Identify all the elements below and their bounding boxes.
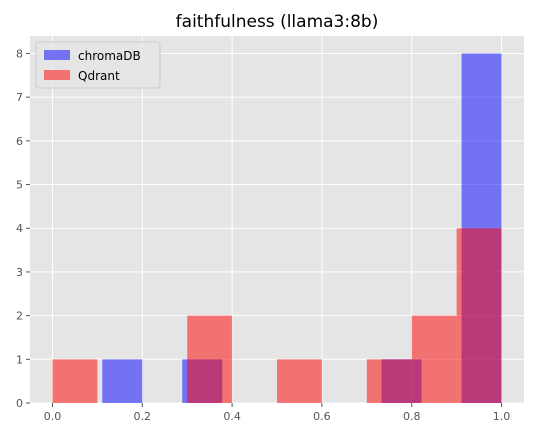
x-tick-label: 0.0 [44, 410, 62, 423]
y-tick-label: 3 [16, 266, 23, 279]
y-tick-label: 7 [16, 91, 23, 104]
bar-qdrant-2 [277, 359, 322, 403]
legend-swatch-chromadb [44, 50, 70, 60]
y-tick-label: 0 [16, 397, 23, 410]
bar-qdrant-5 [456, 228, 502, 403]
y-tick-label: 2 [16, 310, 23, 323]
bar-qdrant-3 [366, 359, 412, 403]
bar-chromadb-0 [102, 359, 143, 403]
y-tick-label: 8 [16, 47, 23, 60]
y-tick-label: 4 [16, 222, 23, 235]
legend: chromaDB Qdrant [35, 41, 161, 89]
y-tick-label: 5 [16, 179, 23, 192]
legend-label-chromadb: chromaDB [78, 49, 141, 63]
y-tick-label: 1 [16, 353, 23, 366]
bar-qdrant-0 [52, 359, 98, 403]
x-tick-label: 0.2 [134, 410, 152, 423]
bar-qdrant-4 [411, 315, 457, 403]
x-tick-label: 1.0 [493, 410, 511, 423]
x-tick-label: 0.6 [313, 410, 331, 423]
y-tick-label: 6 [16, 135, 23, 148]
legend-label-qdrant: Qdrant [78, 69, 120, 83]
x-tick-label: 0.4 [223, 410, 241, 423]
x-tick-label: 0.8 [403, 410, 421, 423]
bar-qdrant-1 [187, 315, 233, 403]
chart-title: faithfulness (llama3:8b) [176, 12, 379, 32]
legend-swatch-qdrant [44, 70, 70, 80]
